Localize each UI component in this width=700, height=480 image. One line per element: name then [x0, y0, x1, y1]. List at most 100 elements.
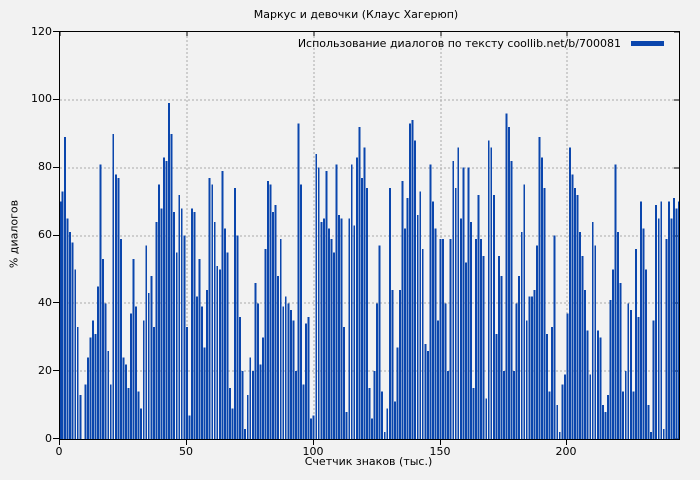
impulse-bar [457, 147, 460, 439]
impulse-bar [208, 177, 211, 439]
impulse-bar [236, 235, 239, 439]
impulse-bar [94, 333, 97, 439]
impulse-bar [629, 310, 632, 439]
x-tick-mark [440, 439, 441, 445]
impulse-bar [609, 299, 612, 439]
impulse-bar [294, 371, 297, 439]
impulse-bar [464, 262, 467, 439]
impulse-bar [591, 221, 594, 439]
impulse-bar [409, 123, 412, 439]
impulse-bar [624, 371, 627, 439]
impulse-bar [660, 201, 663, 439]
impulse-bar [535, 245, 538, 439]
impulse-bar [165, 160, 168, 439]
impulse-bar [292, 320, 295, 439]
impulse-bar [665, 238, 668, 439]
y-tick-mark [53, 370, 59, 371]
impulse-bar [449, 238, 452, 439]
impulse-bar [482, 255, 485, 439]
impulse-bar [61, 191, 64, 439]
impulse-bar [84, 384, 87, 439]
impulse-bar [69, 232, 72, 439]
impulse-bar [442, 238, 445, 439]
impulse-bar [447, 371, 450, 439]
impulse-bar [343, 327, 346, 439]
impulse-bar [92, 320, 94, 439]
impulse-bar [431, 201, 434, 439]
impulse-bar [86, 357, 89, 439]
impulse-bar [160, 208, 163, 439]
impulse-bar [454, 188, 457, 439]
impulse-bar [360, 177, 363, 439]
impulse-bar [553, 235, 556, 439]
impulse-bar [140, 408, 143, 439]
impulse-bar [272, 211, 275, 439]
impulse-bar [563, 374, 566, 439]
legend-label: Использование диалогов по тексту coollib… [297, 37, 621, 50]
impulse-bar [223, 228, 226, 439]
x-tick-label: 200 [555, 445, 577, 458]
impulse-bar [317, 167, 320, 439]
impulse-bar [541, 157, 543, 439]
impulse-bar [645, 269, 647, 439]
impulse-bar [462, 167, 465, 439]
impulse-bar [551, 327, 554, 439]
impulse-bar [216, 266, 219, 439]
impulse-bar [239, 316, 242, 439]
impulse-bar [404, 228, 406, 439]
impulse-bar [330, 238, 333, 439]
impulse-bar [515, 303, 518, 439]
impulse-bar [490, 147, 493, 439]
impulse-bar [497, 255, 500, 439]
impulse-bar [178, 194, 181, 439]
impulse-bar [60, 201, 62, 439]
impulse-bar [378, 245, 381, 439]
impulse-bar [568, 147, 571, 439]
impulse-bar [231, 408, 234, 439]
impulse-bar [152, 327, 155, 439]
impulse-bar [358, 126, 361, 439]
impulse-bar [249, 357, 252, 439]
impulse-bar [338, 215, 341, 439]
impulse-bar [264, 249, 267, 439]
y-tick-mark [53, 31, 59, 32]
impulse-bar [391, 289, 394, 439]
impulse-bar [289, 310, 292, 439]
chart-title: Маркус и девочки (Клаус Хагерюп) [253, 8, 459, 21]
impulse-bar [109, 384, 112, 439]
impulse-bar [642, 228, 645, 439]
impulse-bar [66, 218, 69, 439]
impulse-bar [398, 289, 401, 439]
impulse-bar [201, 306, 204, 439]
impulse-bar [274, 204, 277, 439]
impulse-bar [107, 350, 110, 439]
impulse-bar [256, 303, 259, 439]
impulse-bar [426, 350, 429, 439]
impulse-bar [518, 276, 521, 439]
y-tick-mark [53, 438, 59, 439]
impulse-bar [614, 164, 617, 439]
plot-area: Использование диалогов по тексту coollib… [59, 31, 680, 440]
impulse-bar [279, 238, 282, 439]
impulse-bar [79, 394, 82, 439]
impulse-bar [411, 120, 414, 439]
impulse-bar [74, 269, 77, 439]
y-tick-mark [53, 167, 59, 168]
impulse-bar [188, 415, 191, 439]
y-tick-label: 40 [38, 295, 52, 309]
impulse-bar [366, 188, 368, 439]
impulse-bar [244, 428, 247, 439]
impulse-bar [655, 204, 658, 439]
impulse-bar [300, 184, 302, 439]
impulse-bar [99, 164, 102, 439]
impulse-bar [584, 289, 587, 439]
impulse-bar [652, 320, 655, 439]
y-tick-mark [53, 235, 59, 236]
impulse-bar [173, 211, 176, 439]
plot-canvas [60, 32, 679, 439]
impulse-bar [114, 174, 117, 439]
impulse-bar [368, 388, 371, 439]
impulse-bar [353, 225, 356, 439]
impulse-bar [406, 198, 409, 439]
